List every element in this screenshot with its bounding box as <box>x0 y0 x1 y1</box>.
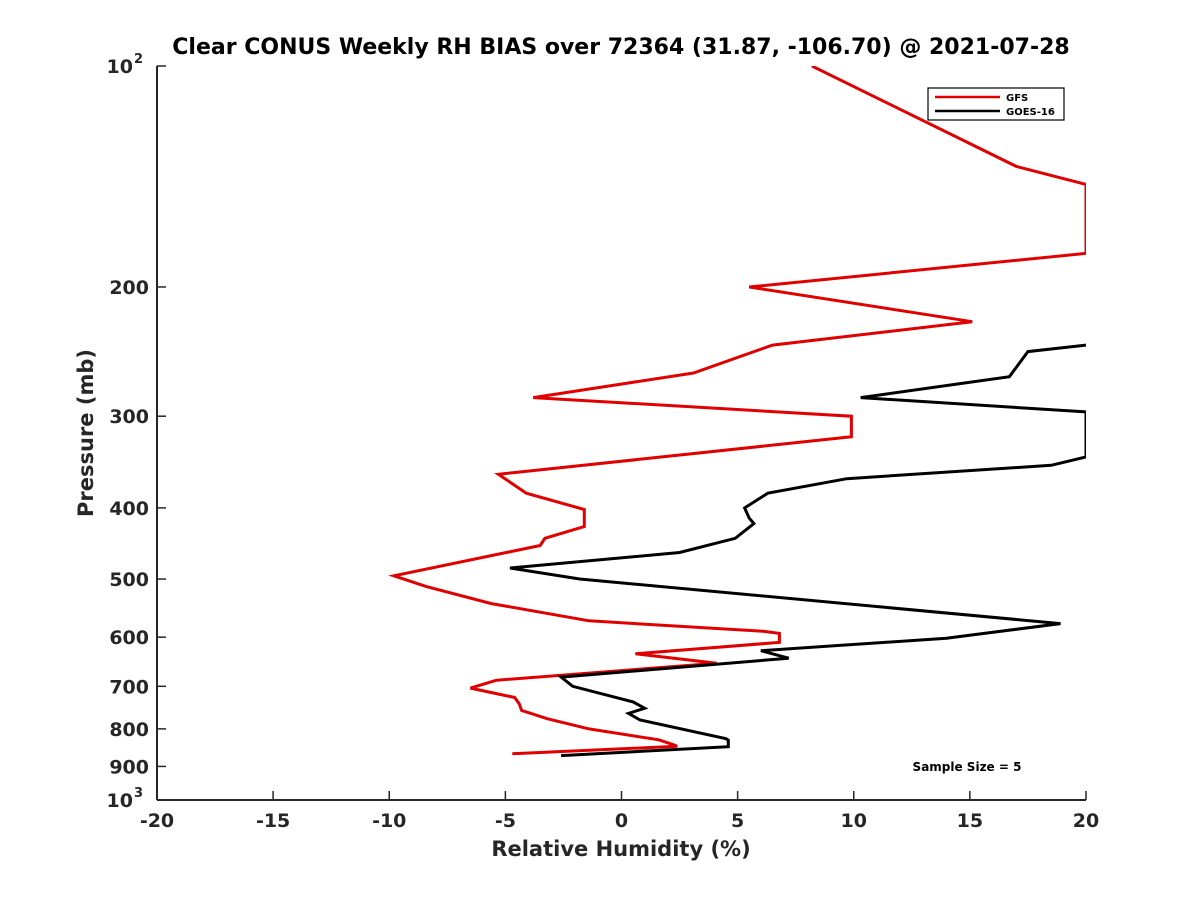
y-tick-label: 10 <box>107 56 133 78</box>
y-tick-label: 900 <box>109 756 149 778</box>
legend-box <box>927 87 1065 121</box>
x-axis-label: Relative Humidity (%) <box>491 837 750 861</box>
y-tick-exponent: 3 <box>134 786 143 801</box>
sample-size-annotation: Sample Size = 5 <box>913 760 1022 774</box>
y-tick-label: 200 <box>109 277 149 299</box>
series-line-gfs <box>388 66 1086 756</box>
y-tick-label: 700 <box>109 676 149 698</box>
y-tick-label: 10 <box>107 790 133 812</box>
x-tick-label: 10 <box>841 810 867 832</box>
legend: GFS GOES-16 <box>927 87 1065 121</box>
y-tick-label: 300 <box>109 406 149 428</box>
y-tick-label: 400 <box>109 498 149 520</box>
chart-title: Clear CONUS Weekly RH BIAS over 72364 (3… <box>172 35 1069 60</box>
y-tick-exponent: 2 <box>134 52 143 67</box>
y-tick-label: 500 <box>109 569 149 591</box>
x-tick-label: -20 <box>140 810 174 832</box>
x-tick-label: 5 <box>731 810 744 832</box>
x-tick-label: 15 <box>957 810 983 832</box>
legend-label-goes16: GOES-16 <box>1006 107 1055 118</box>
series-layer <box>388 66 1086 758</box>
y-tick-label: 800 <box>109 719 149 741</box>
y-tick-label: 600 <box>109 627 149 649</box>
x-tick-label: -5 <box>495 810 516 832</box>
x-tick-label: 0 <box>615 810 628 832</box>
y-axis-label: Pressure (mb) <box>74 349 98 517</box>
x-tick-label: 20 <box>1073 810 1099 832</box>
series-line-goes16 <box>509 343 1086 758</box>
x-tick-label: -15 <box>256 810 290 832</box>
x-tick-label: -10 <box>372 810 406 832</box>
legend-label-gfs: GFS <box>1006 93 1028 104</box>
